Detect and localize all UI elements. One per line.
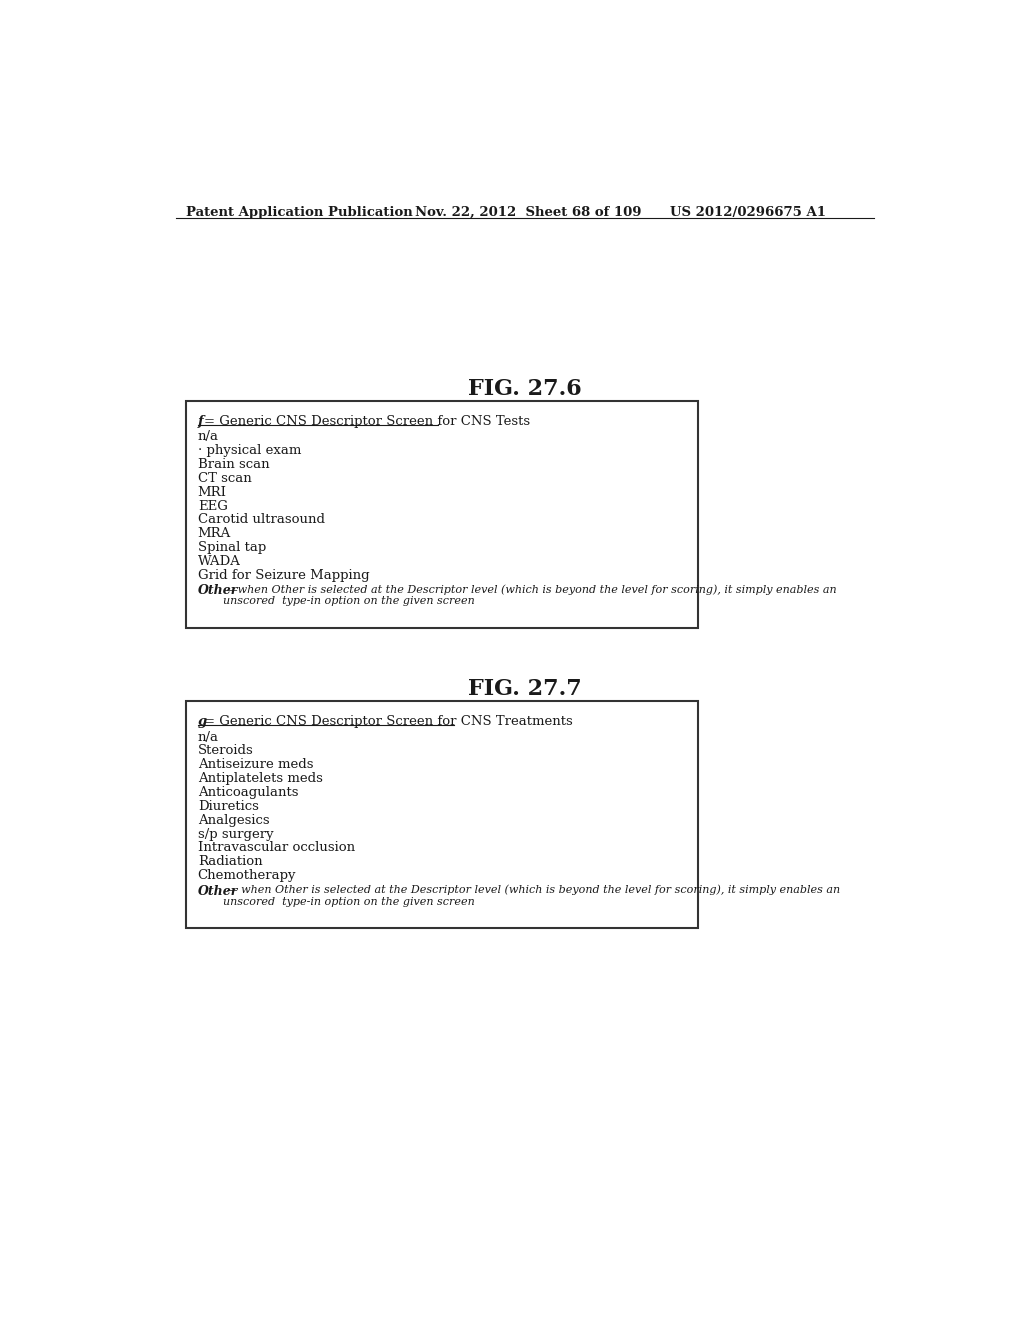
- Text: Diuretics: Diuretics: [198, 800, 259, 813]
- Text: Anticoagulants: Anticoagulants: [198, 785, 298, 799]
- Text: Nov. 22, 2012  Sheet 68 of 109: Nov. 22, 2012 Sheet 68 of 109: [415, 206, 641, 219]
- Text: = Generic CNS Descriptor Screen for CNS Treatments: = Generic CNS Descriptor Screen for CNS …: [204, 715, 572, 729]
- Text: = Generic CNS Descriptor Screen for CNS Tests: = Generic CNS Descriptor Screen for CNS …: [204, 414, 530, 428]
- Text: MRA: MRA: [198, 527, 231, 540]
- Text: Intravascular occlusion: Intravascular occlusion: [198, 841, 355, 854]
- Text: FIG. 27.7: FIG. 27.7: [468, 678, 582, 700]
- Text: EEG: EEG: [198, 499, 227, 512]
- Text: Chemotherapy: Chemotherapy: [198, 869, 296, 882]
- FancyBboxPatch shape: [186, 701, 697, 928]
- Text: — when Other is selected at the Descriptor level (which is beyond the level for : — when Other is selected at the Descript…: [222, 884, 840, 907]
- Text: Other: Other: [198, 585, 239, 597]
- Text: WADA: WADA: [198, 554, 241, 568]
- Text: Analgesics: Analgesics: [198, 813, 269, 826]
- Text: Carotid ultrasound: Carotid ultrasound: [198, 513, 325, 527]
- Text: Antiplatelets meds: Antiplatelets meds: [198, 772, 323, 785]
- Text: n/a: n/a: [198, 430, 219, 444]
- Text: Radiation: Radiation: [198, 855, 262, 869]
- Text: —when Other is selected at the Descriptor level (which is beyond the level for s: —when Other is selected at the Descripto…: [222, 585, 837, 606]
- Text: f: f: [198, 414, 204, 428]
- Text: FIG. 27.6: FIG. 27.6: [468, 378, 582, 400]
- Text: Grid for Seizure Mapping: Grid for Seizure Mapping: [198, 569, 370, 582]
- Text: Spinal tap: Spinal tap: [198, 541, 266, 554]
- Text: Brain scan: Brain scan: [198, 458, 269, 471]
- Text: US 2012/0296675 A1: US 2012/0296675 A1: [671, 206, 826, 219]
- Text: CT scan: CT scan: [198, 471, 252, 484]
- Text: · physical exam: · physical exam: [198, 444, 301, 457]
- Text: Antiseizure meds: Antiseizure meds: [198, 758, 313, 771]
- Text: g: g: [198, 715, 207, 729]
- Text: Steroids: Steroids: [198, 744, 254, 758]
- Text: s/p surgery: s/p surgery: [198, 828, 273, 841]
- Text: Patent Application Publication: Patent Application Publication: [186, 206, 413, 219]
- Text: MRI: MRI: [198, 486, 226, 499]
- Text: Other: Other: [198, 884, 239, 898]
- Text: n/a: n/a: [198, 730, 219, 743]
- FancyBboxPatch shape: [186, 401, 697, 628]
